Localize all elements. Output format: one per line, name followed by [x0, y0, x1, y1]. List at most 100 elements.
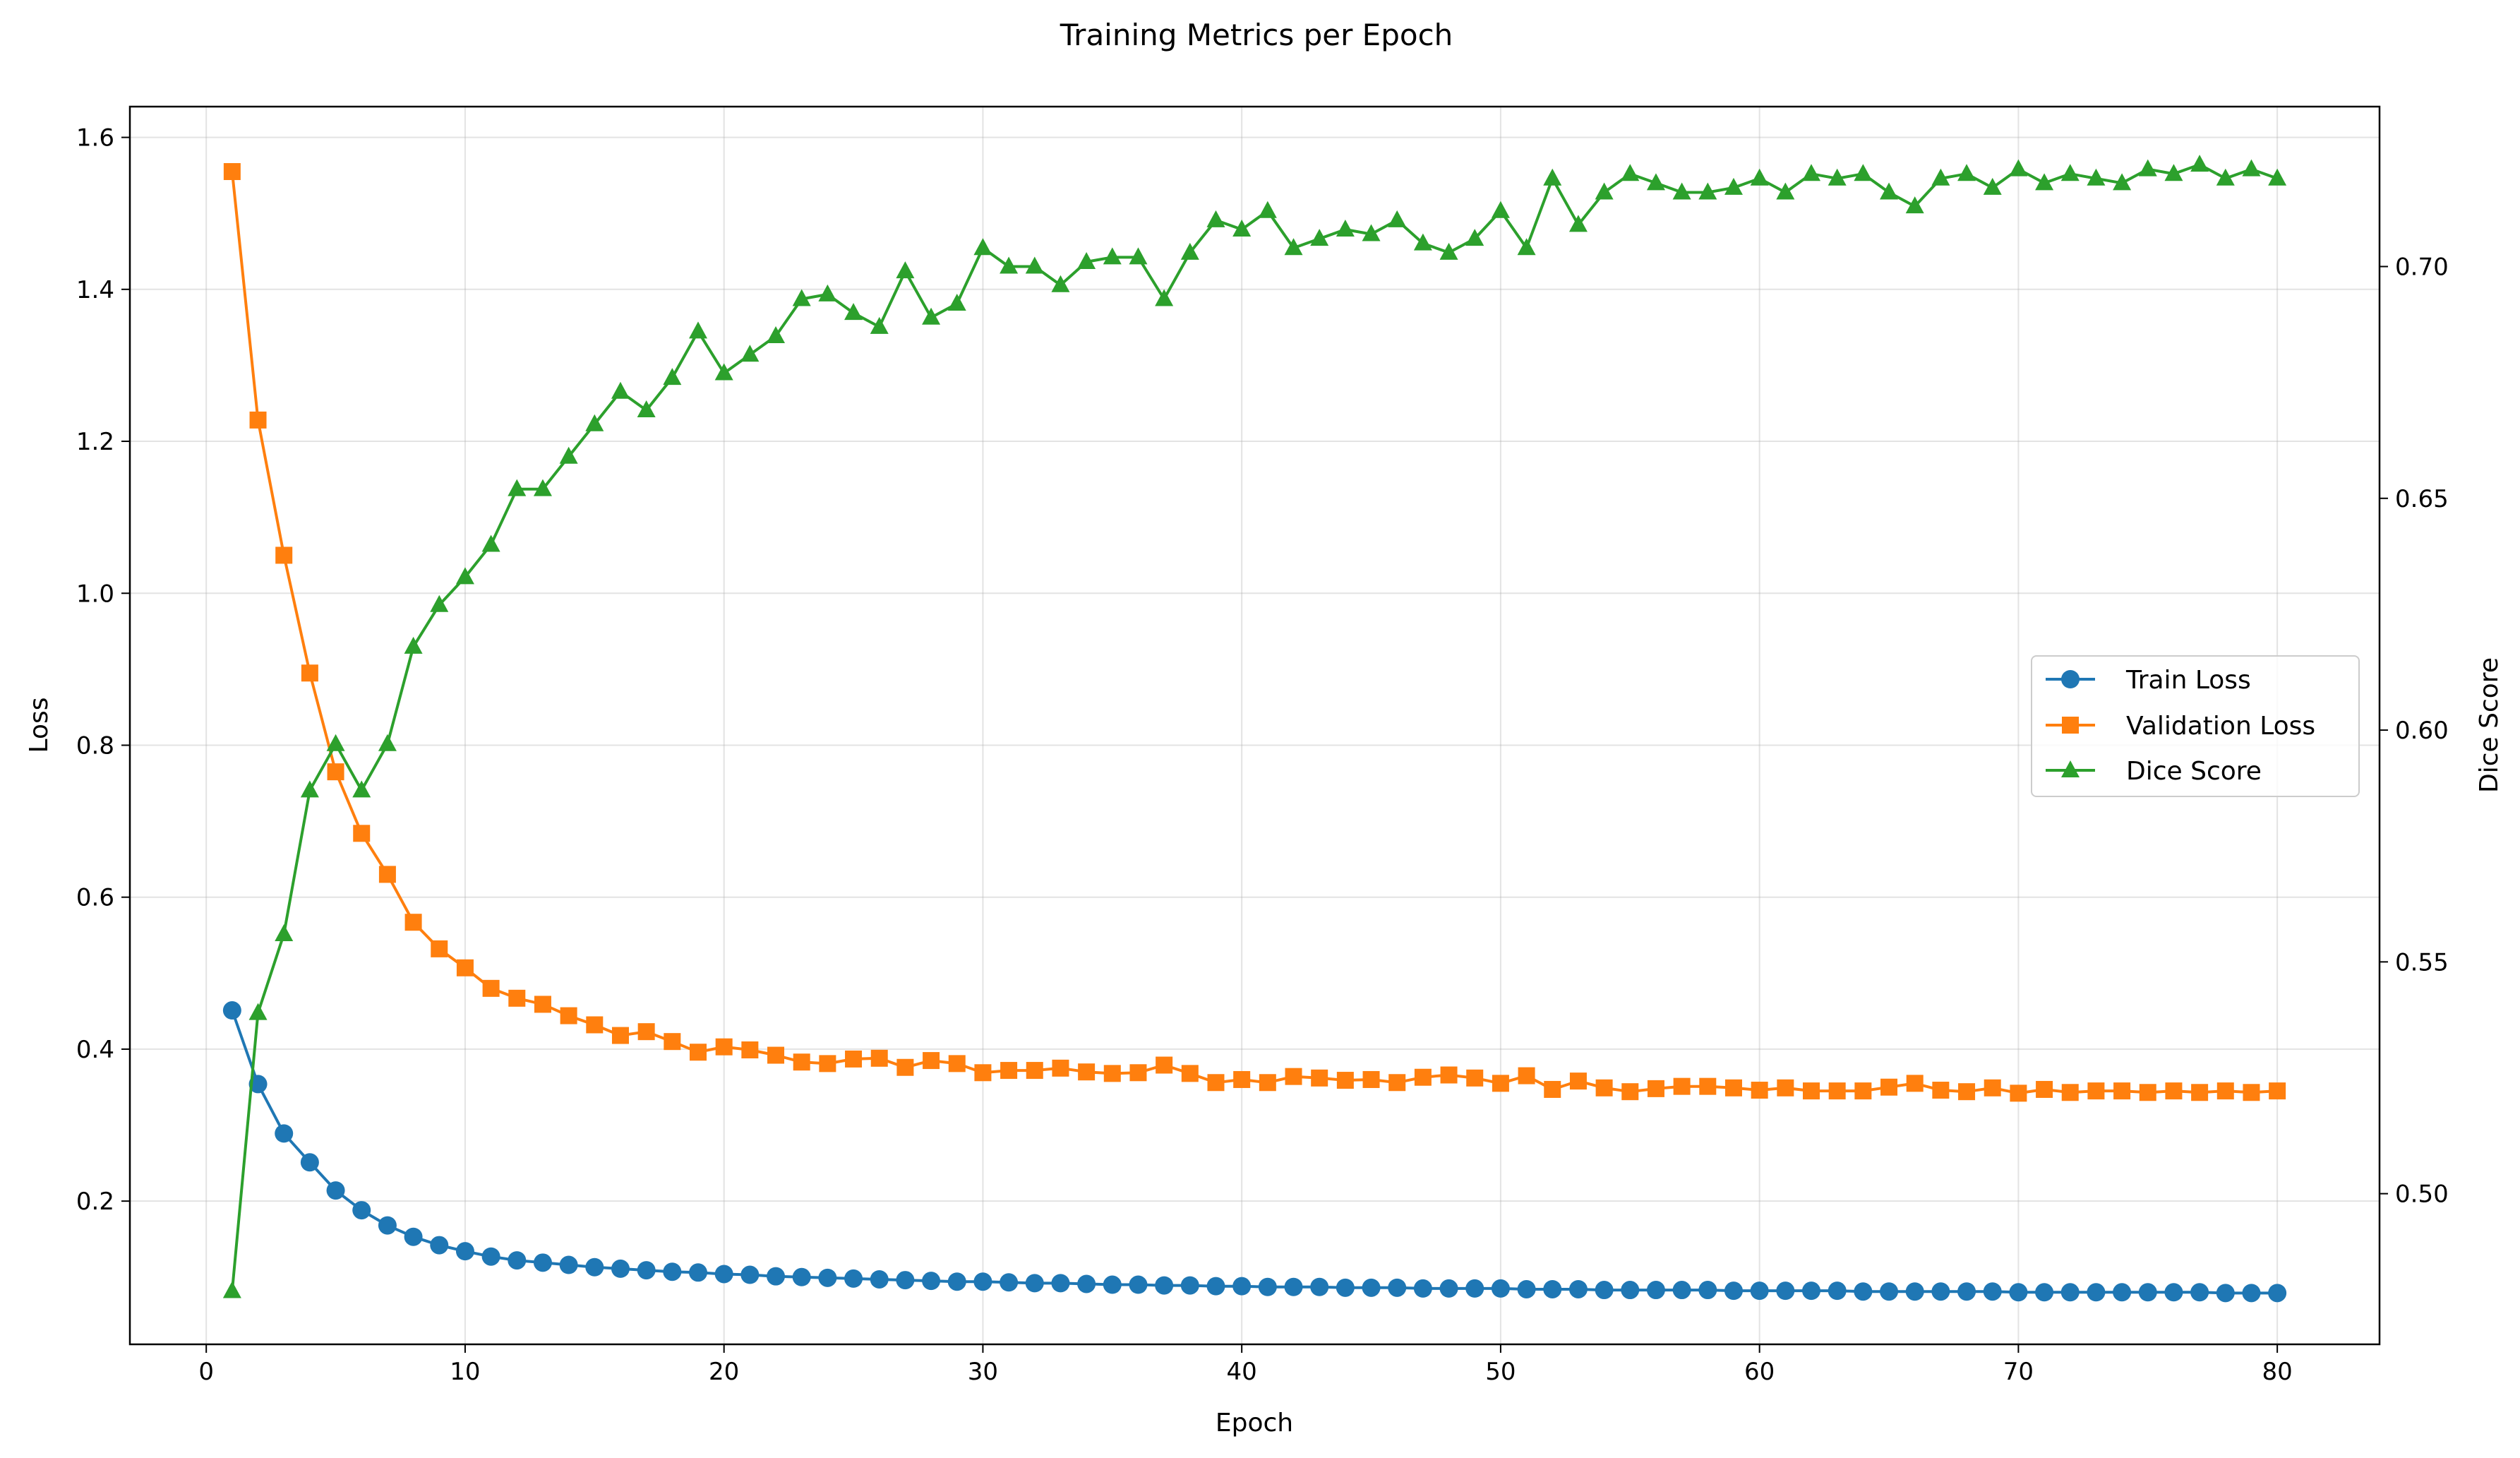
validation-loss-point — [1103, 1065, 1121, 1082]
validation-loss-point — [1207, 1074, 1225, 1092]
train-loss-point — [2113, 1283, 2132, 1302]
train-loss-point — [2138, 1283, 2157, 1302]
validation-loss-point — [896, 1058, 914, 1076]
validation-loss-point — [1000, 1062, 1018, 1080]
validation-loss-point — [1492, 1075, 1509, 1092]
x-tick-label: 30 — [968, 1358, 998, 1386]
dice-score-point — [1698, 182, 1717, 200]
train-loss-point — [1957, 1282, 1976, 1301]
dice-score-point — [300, 780, 319, 798]
dice-score-point — [1232, 219, 1252, 237]
train-loss-point — [2035, 1283, 2054, 1302]
dice-score-point — [947, 294, 966, 311]
train-loss-point — [1801, 1281, 1820, 1301]
dice-score-point — [2138, 159, 2157, 177]
y-tick-label: 0.4 — [76, 1036, 114, 1064]
legend-box — [2031, 655, 2360, 797]
x-axis-label: Epoch — [1216, 1409, 1293, 1438]
dice-score-point — [455, 567, 474, 585]
validation-loss-point — [2243, 1084, 2260, 1101]
train-loss-point — [2164, 1283, 2183, 1302]
validation-loss-point — [1932, 1082, 1950, 1099]
validation-loss-point — [1466, 1069, 1484, 1087]
train-loss-point — [1025, 1274, 1044, 1293]
validation-loss-point — [1828, 1082, 1846, 1100]
validation-loss-point — [1699, 1077, 1717, 1095]
dice-score-point — [1206, 210, 1225, 227]
dice-score-point — [222, 1281, 241, 1298]
train-loss-point — [222, 1001, 241, 1020]
validation-loss-point — [870, 1049, 888, 1067]
validation-loss-point — [560, 1007, 577, 1024]
train-loss-point — [1388, 1278, 1407, 1297]
validation-loss-point — [404, 914, 422, 931]
train-loss-point — [1621, 1281, 1640, 1300]
train-loss-point — [508, 1251, 527, 1270]
dice-score-point — [1465, 229, 1484, 246]
dice-score-point — [1621, 164, 1640, 181]
y-tick-label: 1.6 — [76, 124, 114, 153]
x-tick-label: 60 — [1744, 1358, 1775, 1386]
validation-loss-point — [1906, 1075, 1924, 1092]
validation-loss-point — [2010, 1084, 2027, 1102]
dice-score-point — [1880, 182, 1899, 200]
legend-label-dice-score: Dice Score — [2126, 757, 2262, 786]
x-tick-label: 40 — [1227, 1358, 1257, 1386]
validation-loss-point — [690, 1044, 707, 1061]
train-loss-point — [1931, 1282, 1950, 1301]
dice-score-point — [1646, 173, 1665, 191]
dice-score-point — [326, 734, 345, 751]
validation-loss-point — [1311, 1069, 1328, 1087]
dice-score-point — [1413, 233, 1432, 251]
validation-loss-point — [611, 1027, 629, 1044]
train-loss-point — [1543, 1279, 1562, 1298]
validation-loss-point — [1259, 1074, 1276, 1092]
train-loss-point — [922, 1272, 941, 1291]
validation-loss-point — [741, 1041, 759, 1059]
train-loss-point — [2216, 1284, 2235, 1303]
train-loss-point — [2060, 1283, 2080, 1302]
dice-score-point — [2216, 168, 2235, 186]
train-loss-point — [1828, 1281, 1847, 1301]
dice-score-point — [1776, 182, 1795, 200]
train-loss-point — [1750, 1281, 1769, 1301]
validation-loss-point — [1595, 1079, 1613, 1097]
validation-loss-point — [2036, 1080, 2053, 1098]
dice-score-point — [1543, 168, 1562, 186]
y-tick-label: 0.2 — [76, 1188, 114, 1216]
train-loss-point — [1077, 1274, 1096, 1293]
dice-score-point — [689, 321, 708, 339]
y2-tick-label: 0.50 — [2395, 1181, 2449, 1209]
dice-score-point — [792, 289, 811, 306]
train-loss-point — [1336, 1278, 1355, 1297]
train-loss-point — [1646, 1281, 1665, 1300]
validation-loss-point — [1156, 1056, 1173, 1074]
train-loss-point — [585, 1257, 604, 1277]
train-loss-point — [844, 1269, 863, 1288]
series-layer — [222, 155, 2287, 1303]
dice-score-point — [2190, 155, 2209, 172]
validation-loss-point — [2113, 1082, 2131, 1100]
train-loss-point — [1880, 1282, 1899, 1301]
y-tick-label: 0.6 — [76, 884, 114, 912]
train-loss-point — [481, 1247, 500, 1266]
train-loss-point — [1491, 1279, 1510, 1298]
y-axis-label: Loss — [25, 698, 54, 753]
dice-score-point — [275, 924, 294, 941]
train-loss-point — [740, 1265, 760, 1284]
dice-score-point — [2268, 168, 2287, 186]
validation-loss-point — [1751, 1082, 1768, 1099]
train-loss-point — [1103, 1275, 1122, 1294]
y-tick-label: 1.4 — [76, 276, 114, 304]
train-loss-point — [1854, 1282, 1873, 1301]
validation-loss-point — [1285, 1068, 1302, 1085]
validation-loss-point — [1621, 1083, 1639, 1101]
legend-marker-dice-score — [2061, 760, 2080, 777]
x-tick-label: 10 — [450, 1358, 480, 1386]
train-loss-point — [1776, 1281, 1795, 1301]
validation-loss-point — [431, 940, 448, 957]
dice-score-point — [1724, 177, 1743, 195]
axis-ticks: 0 10 20 30 40 50 60 70 80 0.2 0.4 0.6 0.8 1.0 1.2 1.4 1.… — [76, 124, 2449, 1386]
plot-area-frame — [128, 105, 2381, 1346]
train-loss-point — [404, 1227, 423, 1246]
